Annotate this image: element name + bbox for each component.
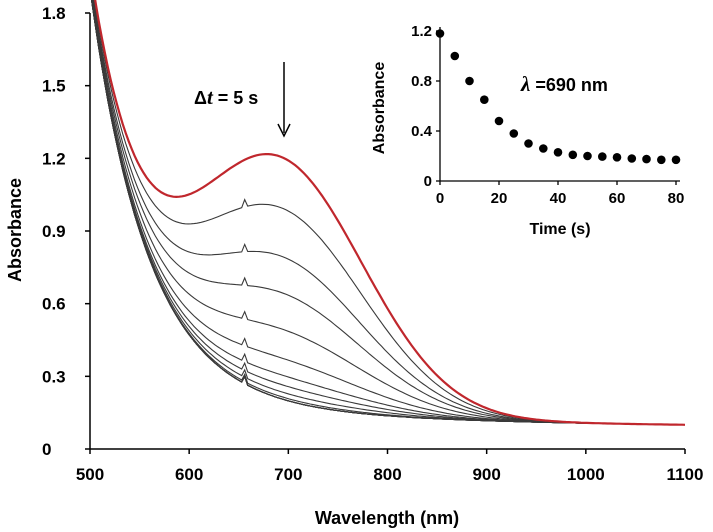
- inset-axes-layer: 0 20 40 60 80 0 0.4 0.8 1.2: [411, 23, 684, 207]
- inset-data-point: [435, 29, 445, 38]
- delta-symbol: Δ: [194, 88, 207, 108]
- main-x-axis-title: Wavelength (nm): [315, 508, 459, 528]
- main-y-tick-label: 0.6: [42, 295, 66, 314]
- main-x-tick-label: 900: [472, 465, 500, 484]
- main-x-tick-label: 800: [373, 465, 401, 484]
- inset-data-point: [539, 144, 548, 153]
- inset-y-axis-title: Absorbance: [371, 62, 388, 155]
- delta-t-value: = 5 s: [213, 88, 259, 108]
- main-x-tick-label: 600: [175, 465, 203, 484]
- main-x-tick-label: 700: [274, 465, 302, 484]
- inset-data-point: [465, 76, 474, 86]
- inset-points-layer: [435, 29, 681, 165]
- main-x-tick-label: 1100: [667, 465, 704, 484]
- inset-data-point: [583, 151, 592, 161]
- main-axes-layer: 500 600 700 800 900 1000 110000.30.60.91.21.51…: [42, 4, 703, 484]
- inset-x-tick-label: 60: [609, 190, 626, 207]
- inset-data-point: [627, 154, 637, 163]
- inset-data-point: [671, 155, 681, 165]
- inset-data-point: [509, 129, 519, 138]
- inset-data-point: [612, 153, 622, 162]
- lambda-symbol: λ: [520, 72, 530, 96]
- main-y-tick-label: 1.8: [42, 4, 66, 23]
- inset-x-tick-label: 40: [550, 190, 567, 207]
- lambda-value: =690 nm: [530, 75, 608, 95]
- main-x-tick-label: 500: [76, 465, 104, 484]
- lambda-annotation: λ =690 nm: [520, 72, 608, 96]
- spectrum-series-t0: [94, 0, 686, 426]
- main-y-tick-label: 1.2: [42, 149, 66, 168]
- inset-data-point: [657, 155, 666, 165]
- inset-data-point: [450, 51, 460, 61]
- inset-y-tick-label: 0.4: [411, 123, 433, 140]
- inset-data-point: [553, 148, 563, 157]
- inset-y-tick-label: 0: [424, 173, 432, 190]
- inset-y-tick-label: 1.2: [411, 23, 432, 40]
- main-y-tick-label: 0: [42, 440, 51, 459]
- main-y-tick-label: 0.9: [42, 222, 66, 241]
- inset-data-point: [642, 154, 651, 164]
- main-curves-layer: [91, 0, 686, 426]
- inset-x-axis-title: Time (s): [529, 221, 590, 238]
- main-x-tick-label: 1000: [567, 465, 605, 484]
- delta-t-annotation: Δt = 5 s: [194, 85, 258, 109]
- inset-y-tick-label: 0.8: [411, 73, 432, 90]
- inset-data-point: [598, 152, 607, 161]
- inset-x-tick-label: 0: [436, 190, 444, 207]
- inset-data-point: [568, 150, 578, 160]
- inset-data-point: [480, 95, 489, 104]
- main-y-tick-label: 1.5: [42, 77, 66, 96]
- main-y-tick-label: 0.3: [42, 367, 66, 386]
- inset-x-tick-label: 20: [491, 190, 508, 207]
- inset-data-point: [494, 116, 504, 126]
- inset-x-tick-label: 80: [668, 190, 685, 207]
- inset-data-point: [524, 139, 533, 148]
- t-variable: t: [207, 85, 214, 109]
- trend-arrow-head: [277, 123, 291, 138]
- main-y-axis-title: Absorbance: [5, 178, 25, 282]
